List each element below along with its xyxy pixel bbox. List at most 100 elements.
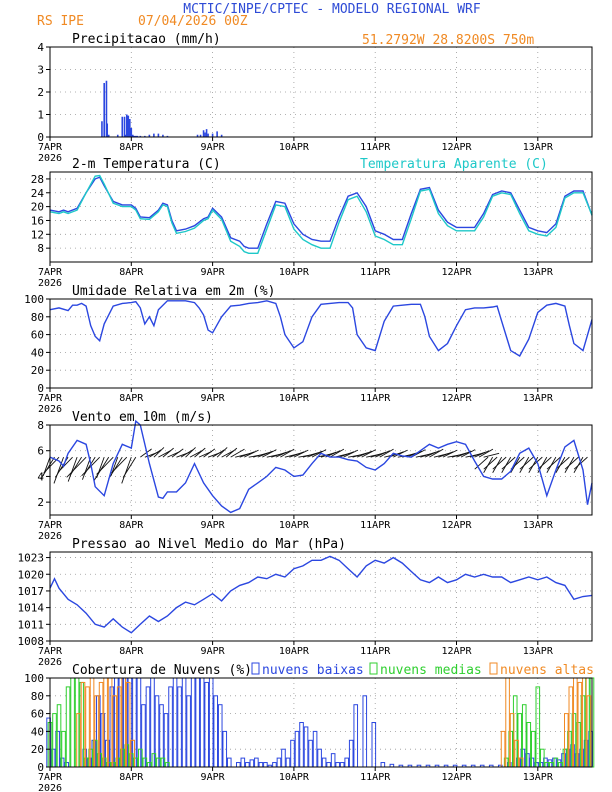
bar — [125, 114, 128, 137]
bar — [339, 762, 345, 768]
x-tick-label: 10APR — [279, 520, 310, 531]
series-line — [49, 300, 593, 357]
wind-barb — [153, 447, 165, 458]
x-year-label: 2026 — [38, 657, 62, 668]
bar — [240, 757, 246, 768]
wind-barb — [338, 451, 355, 458]
wind-barb — [546, 456, 561, 470]
bar — [204, 681, 209, 768]
bar — [135, 135, 137, 137]
bar — [166, 135, 169, 137]
wind-barb — [456, 450, 472, 458]
y-tick-label: 80 — [31, 690, 44, 703]
x-tick-label: 7APR — [38, 772, 63, 783]
y-tick-label: 1023 — [18, 552, 45, 565]
wind-barb — [343, 449, 359, 458]
wind-barb — [474, 456, 489, 470]
bar — [272, 762, 277, 768]
x-tick-label: 9APR — [201, 520, 226, 531]
wind-barb — [69, 456, 82, 477]
wind-barb — [564, 456, 579, 470]
bar — [326, 762, 331, 768]
legend-entry: nuvens baixas — [262, 663, 364, 678]
bar — [121, 116, 124, 137]
y-tick-label: 1 — [37, 109, 44, 122]
bar — [348, 739, 354, 768]
y-tick-label: 2 — [37, 86, 44, 99]
series-line — [49, 555, 593, 634]
x-tick-label: 11APR — [360, 393, 391, 404]
bar — [181, 677, 187, 768]
bar — [216, 131, 218, 137]
wind-barb — [212, 449, 225, 458]
x-tick-label: 8APR — [119, 267, 144, 278]
wind-barb — [121, 456, 132, 484]
bar — [145, 686, 151, 768]
bar — [123, 116, 126, 137]
bar — [199, 134, 202, 137]
panel-title: Vento em 10m (m/s) — [72, 410, 213, 425]
wind-barb — [66, 456, 87, 478]
bar — [168, 686, 173, 768]
wind-barb — [162, 447, 174, 458]
wind-barb — [478, 448, 494, 458]
y-tick-label: 100 — [24, 672, 44, 685]
wind-barb — [149, 449, 162, 458]
bar — [190, 677, 196, 768]
bar — [144, 135, 146, 137]
y-tick-label: 20 — [31, 201, 44, 214]
x-tick-label: 7APR — [38, 267, 63, 278]
x-tick-label: 13APR — [523, 646, 554, 657]
wind-barb — [58, 456, 73, 472]
bar — [344, 757, 349, 768]
wind-barb — [111, 456, 128, 474]
wind-barb — [438, 451, 454, 458]
wind-barb — [203, 448, 216, 458]
x-tick-label: 10APR — [279, 142, 310, 153]
bar — [103, 83, 105, 137]
x-tick-label: 13APR — [523, 142, 554, 153]
bar — [65, 686, 71, 768]
y-tick-label: 0 — [37, 761, 44, 774]
bar — [371, 722, 377, 768]
wind-barb — [185, 447, 196, 458]
wind-barb — [293, 449, 309, 458]
x-tick-label: 7APR — [38, 520, 63, 531]
wind-barb — [492, 456, 507, 470]
x-tick-label: 9APR — [201, 393, 226, 404]
panel-title: Pressao ao Nivel Medio do Mar (hPa) — [72, 537, 346, 552]
bar — [199, 677, 205, 768]
wind-barb — [483, 456, 498, 470]
x-tick-label: 10APR — [279, 772, 310, 783]
bar — [321, 757, 327, 768]
y-tick-label: 20 — [31, 364, 44, 377]
panel-1: 0 1 2 3 4 7APR 8APR 9APR 10APR 11APR 12APR 13APR 202… — [37, 32, 593, 164]
wind-barb — [108, 456, 123, 480]
x-tick-label: 12APR — [441, 267, 472, 278]
bar — [132, 134, 134, 137]
bar — [211, 133, 214, 137]
wind-barb — [140, 448, 152, 458]
wind-barb — [519, 456, 534, 470]
x-tick-label: 8APR — [119, 393, 144, 404]
bar — [195, 677, 200, 768]
x-tick-label: 13APR — [523, 267, 554, 278]
wind-barb — [361, 449, 376, 458]
wind-barb — [528, 456, 543, 470]
panel-frame — [49, 424, 593, 516]
wind-barb — [158, 450, 171, 458]
y-tick-label: 6 — [37, 445, 44, 458]
location-coords: 51.2792W 28.8200S 750m — [362, 33, 534, 48]
x-tick-label: 12APR — [441, 142, 472, 153]
wind-barb — [289, 451, 305, 458]
bar — [217, 704, 223, 768]
legend-swatch — [251, 662, 260, 675]
bar — [196, 134, 199, 137]
bar — [308, 739, 313, 768]
y-tick-label: 8 — [37, 242, 44, 255]
x-tick-label: 12APR — [441, 520, 472, 531]
series-line — [49, 176, 593, 249]
x-tick-label: 11APR — [360, 646, 391, 657]
wind-barb — [424, 450, 440, 458]
bar — [276, 757, 282, 768]
